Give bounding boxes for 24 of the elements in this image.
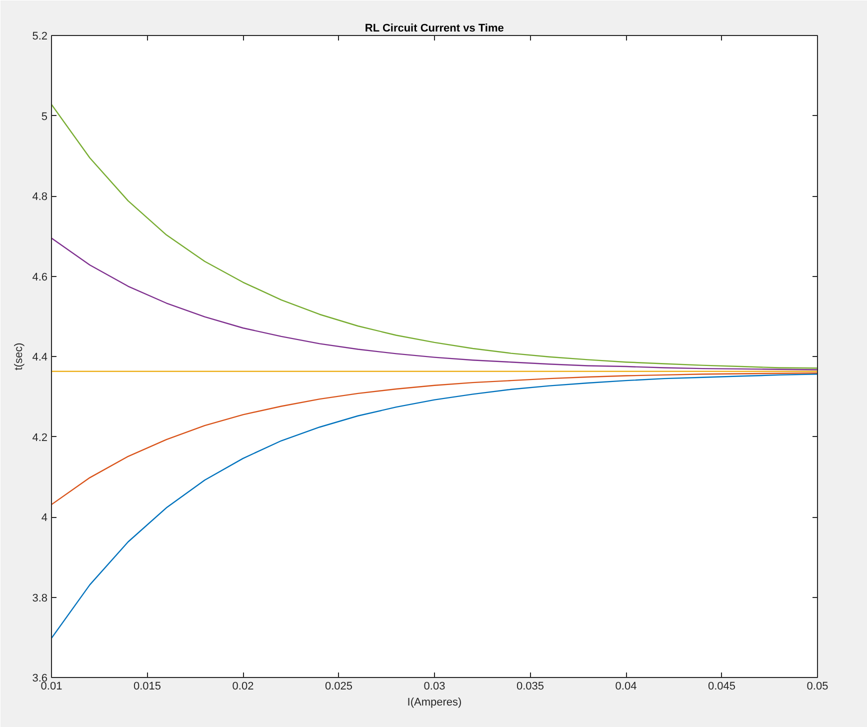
y-tick-label: 5.2 (32, 30, 48, 42)
x-tick-label: 0.035 (516, 680, 544, 692)
x-tick-label: 0.025 (324, 680, 353, 692)
x-tick-label: 0.015 (133, 680, 162, 692)
y-tick-label: 4.2 (32, 432, 48, 444)
y-tick-label: 4.8 (32, 191, 48, 203)
y-tick-label: 4 (41, 512, 48, 524)
line-series (52, 372, 818, 506)
line-series (52, 104, 818, 369)
x-axis-title: I(Amperes) (407, 696, 462, 708)
y-axis-title: t(sec) (13, 342, 26, 370)
y-tick-label: 4.4 (32, 352, 48, 364)
x-tick-label: 0.04 (615, 680, 637, 692)
chart-title: RL Circuit Current vs Time (364, 22, 504, 34)
x-tick-label: 0.01 (40, 680, 62, 692)
y-tick-label: 5 (41, 110, 48, 123)
y-tick-label: 3.8 (32, 592, 48, 604)
x-tick-label: 0.045 (708, 680, 736, 692)
x-tick-label: 0.02 (232, 680, 254, 692)
line-series (52, 238, 818, 370)
line-series (52, 374, 818, 639)
x-tick-label: 0.03 (424, 680, 446, 692)
x-tick-label: 0.05 (806, 680, 828, 692)
y-tick-label: 4.6 (32, 271, 48, 284)
